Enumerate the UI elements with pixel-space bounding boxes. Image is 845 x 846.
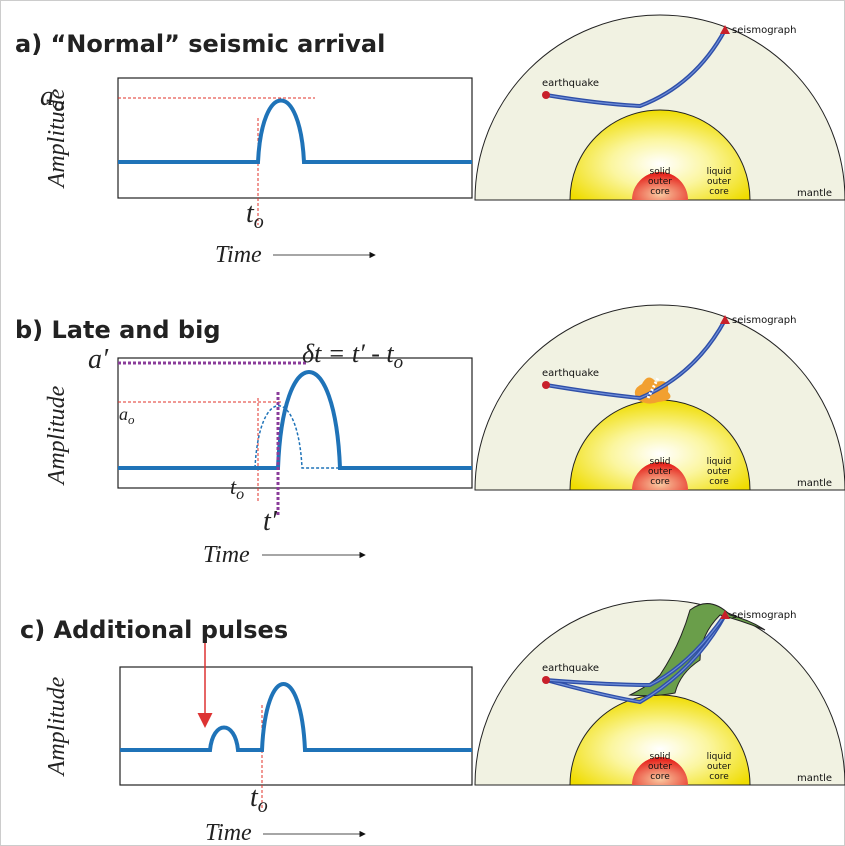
panel-title: a) “Normal” seismic arrival [15,30,385,58]
earthquake-marker [542,91,550,99]
solid-core-label: outer [648,762,672,772]
ray-path-highlight [545,614,726,686]
amp-label: ao [40,81,64,116]
panel-b: b) Late and big a′ ao to t′ δt = t′ - to… [15,316,473,568]
earthquake-label: earthquake [542,78,599,89]
seismograph-marker [720,25,730,34]
panel-title: c) Additional pulses [20,616,288,644]
mantle-label: mantle [797,478,832,489]
y-axis-label: Amplitude [44,676,70,777]
ray-path-highlight [545,319,726,399]
seismograph-marker [720,610,730,619]
liquid-core-label: outer [707,762,731,772]
time-label: to [246,198,264,233]
inner-core [632,172,688,200]
liquid-core-label: outer [707,177,731,187]
earthquake-label: earthquake [542,663,599,674]
solid-core-label: solid [650,167,671,177]
solid-core-label: solid [650,752,671,762]
original-pulse [254,405,340,469]
waveform [118,370,472,470]
seismograph-marker [720,315,730,324]
mantle [474,14,845,201]
solid-core-label: solid [650,457,671,467]
x-axis-label: Time [205,820,252,846]
seismograph-label: seismograph [732,315,796,326]
time-label: t′ [263,506,278,537]
plot-box [117,77,473,199]
amp-label: a′ [88,344,109,375]
liquid-core-label: liquid [707,457,732,467]
ref-time-label: to [230,474,244,503]
waveform [120,682,472,752]
seismograph-label: seismograph [732,25,796,36]
earth-diagrams: seismographearthquakemantlesolidoutercor… [474,14,845,786]
panel-a: a) “Normal” seismic arrival ao to Amplit… [15,30,473,268]
solid-core-label: outer [648,467,672,477]
liquid-core-label: core [709,477,729,487]
earthquake-label: earthquake [542,368,599,379]
time-label: to [250,782,268,817]
outer-core [569,109,751,201]
mantle-label: mantle [797,773,832,784]
y-axis-label: Amplitude [44,88,70,189]
y-axis-label: Amplitude [44,385,70,486]
liquid-core-label: liquid [707,167,732,177]
liquid-core-label: core [709,187,729,197]
panel-c: c) Additional pulses to Amplitude Time [20,616,473,846]
inner-core [632,757,688,785]
plot-box [119,666,473,786]
liquid-core-label: core [709,772,729,782]
ref-amp-label: ao [119,404,135,427]
ray-path-highlight [545,614,726,703]
earth: seismographearthquakemantlesolidoutercor… [474,599,845,786]
earthquake-marker [542,381,550,389]
liquid-core-label: outer [707,467,731,477]
solid-core-label: outer [648,177,672,187]
earth: seismographearthquakemantlesolidoutercor… [474,14,845,201]
solid-core-label: core [650,187,670,197]
earthquake-marker [542,676,550,684]
waveform [118,98,472,164]
mantle-label: mantle [797,188,832,199]
ray-path-highlight [545,29,726,107]
x-axis-label: Time [215,242,262,268]
earth: seismographearthquakemantlesolidoutercor… [474,304,845,491]
panel-title: b) Late and big [15,316,221,344]
seismograph-label: seismograph [732,610,796,621]
solid-core-label: core [650,772,670,782]
solid-core-label: core [650,477,670,487]
inner-core [632,462,688,490]
delay-label: δt = t′ - to [302,339,403,373]
x-axis-label: Time [203,542,250,568]
liquid-core-label: liquid [707,752,732,762]
